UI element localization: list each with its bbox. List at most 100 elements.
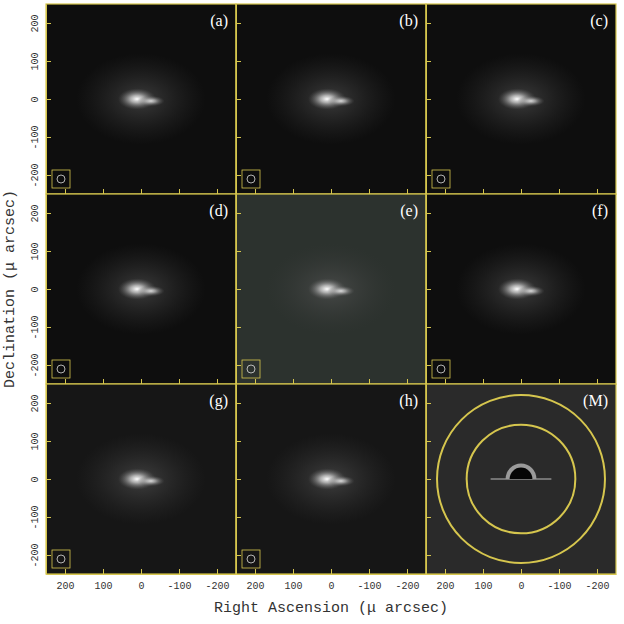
emission [327, 476, 354, 487]
tick-label: 0 [30, 96, 41, 102]
tick: -200 [205, 569, 229, 592]
tick-mark [293, 189, 294, 194]
x-axis-title: Right Ascension (μ arcsec) [214, 600, 448, 617]
tick-mark [46, 23, 51, 24]
tick: 200 [436, 569, 454, 592]
tick-label: -100 [30, 125, 41, 149]
panel-frame [46, 4, 236, 194]
tick [483, 379, 484, 384]
panel-frame [426, 194, 616, 384]
beam-box [432, 170, 450, 188]
tick [141, 189, 142, 194]
tick-label: 200 [30, 14, 41, 32]
emission [517, 286, 544, 297]
panel-frame [236, 384, 426, 574]
tick-mark [236, 137, 241, 138]
y-axis [236, 5, 241, 195]
emission [517, 96, 544, 107]
panel-background [236, 4, 426, 194]
tick [236, 61, 241, 62]
tick-mark [407, 189, 408, 194]
panel-label: (g) [209, 392, 228, 410]
tick-mark [369, 379, 370, 384]
tick-mark [255, 189, 256, 194]
ring [467, 425, 576, 534]
tick: -100 [167, 569, 191, 592]
tick-label: 200 [436, 581, 454, 592]
tick [369, 379, 370, 384]
tick [236, 365, 241, 366]
panel-background [426, 4, 616, 194]
tick: 200 [56, 569, 74, 592]
x-axis: 2001000-100-200 [427, 569, 617, 592]
emission [137, 286, 164, 297]
tick-mark [236, 365, 241, 366]
panel-label: (a) [210, 12, 228, 30]
panel-background [236, 194, 426, 384]
image [76, 53, 205, 144]
tick-label: 200 [246, 581, 264, 592]
tick-mark [179, 189, 180, 194]
tick-label: 200 [30, 204, 41, 222]
panel-frame [426, 384, 616, 574]
tick: 0 [30, 286, 51, 292]
tick: 200 [30, 394, 51, 412]
tick-mark [46, 137, 51, 138]
beam [57, 365, 65, 373]
tick [521, 189, 522, 194]
tick: -100 [30, 125, 51, 149]
halo [76, 53, 205, 144]
tick: 100 [30, 52, 51, 70]
tick-label: 0 [518, 581, 524, 592]
tick-label: -100 [30, 315, 41, 339]
tick-label: 200 [30, 394, 41, 412]
tick [179, 189, 180, 194]
tick-mark [179, 379, 180, 384]
photon-ring [506, 464, 537, 479]
tick [426, 289, 431, 290]
beam [57, 175, 65, 183]
beam [437, 175, 445, 183]
image [456, 243, 585, 334]
tick [331, 189, 332, 194]
halo [266, 53, 395, 144]
tick-mark [521, 569, 522, 574]
tick-mark [426, 289, 431, 290]
tick-mark [46, 61, 51, 62]
tick-mark [426, 517, 431, 518]
panel-background [46, 384, 236, 574]
tick [559, 379, 560, 384]
tick [426, 23, 431, 24]
tick-mark [217, 569, 218, 574]
emission [137, 96, 164, 107]
panel-frame [236, 194, 426, 384]
tick [255, 379, 256, 384]
tick [426, 479, 431, 480]
tick-mark [141, 379, 142, 384]
tick [179, 379, 180, 384]
panel-label: (d) [209, 202, 228, 220]
image [437, 395, 605, 563]
tick-mark [46, 517, 51, 518]
tick [255, 189, 256, 194]
tick-label: 0 [328, 581, 334, 592]
tick-label: 100 [30, 52, 41, 70]
tick [483, 189, 484, 194]
tick: 100 [30, 432, 51, 450]
tick-mark [331, 189, 332, 194]
tick [597, 379, 598, 384]
tick-label: 0 [138, 581, 144, 592]
tick-mark [255, 379, 256, 384]
tick: -100 [30, 315, 51, 339]
tick [426, 403, 431, 404]
y-axis [426, 5, 431, 195]
tick-label: 100 [30, 242, 41, 260]
tick [445, 189, 446, 194]
tick-mark [65, 569, 66, 574]
y-axis: -200-1000100200 [30, 385, 51, 575]
tick: -100 [357, 569, 381, 592]
panel-frame [236, 4, 426, 194]
tick-mark [46, 479, 51, 480]
panel-label: (b) [399, 12, 418, 30]
panel-background [46, 4, 236, 194]
